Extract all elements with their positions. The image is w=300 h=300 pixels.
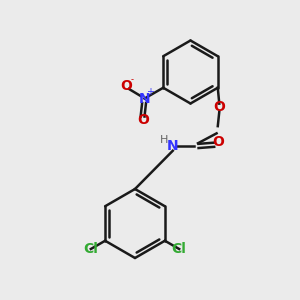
Text: +: + [146, 87, 154, 97]
Text: Cl: Cl [83, 242, 98, 256]
Text: O: O [120, 79, 132, 93]
Text: O: O [137, 113, 149, 127]
Text: N: N [139, 92, 150, 106]
Text: -: - [131, 75, 134, 84]
Text: O: O [213, 100, 225, 114]
Text: N: N [167, 139, 178, 153]
Text: H: H [160, 135, 169, 145]
Text: O: O [212, 135, 224, 149]
Text: Cl: Cl [172, 242, 187, 256]
